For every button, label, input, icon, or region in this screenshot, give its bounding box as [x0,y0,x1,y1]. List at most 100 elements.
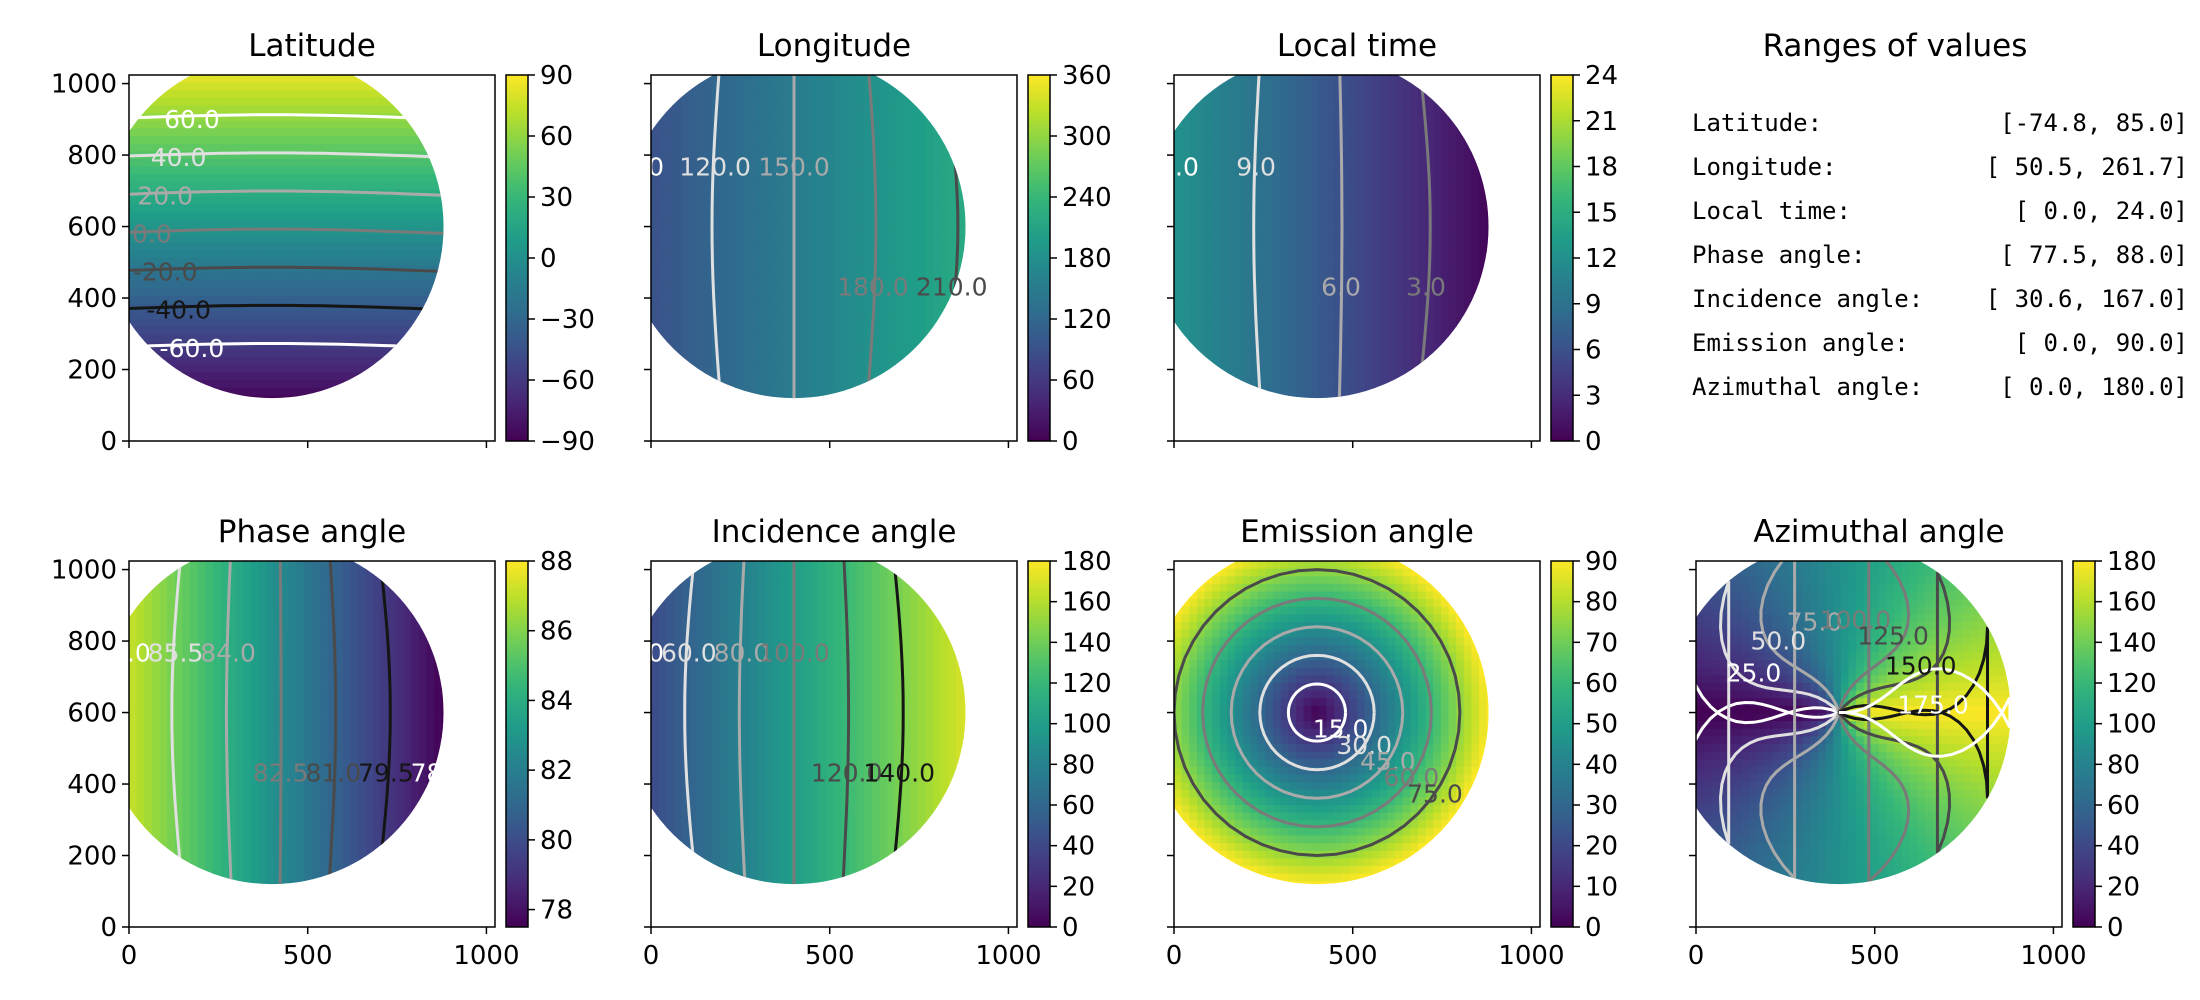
contour-label: 125.0 [1857,621,1929,650]
colorbar-tick-label: 160 [1062,588,1112,618]
colorbar-tick-label: −30 [540,305,595,335]
y-tick-label: 1000 [51,70,117,100]
contour-label: 180.0 [837,273,909,302]
colorbar-tick-label: 21 [1585,107,1618,137]
colorbar [505,74,529,442]
colorbar [1027,560,1051,928]
ranges-panel: Ranges of values Latitude: [-74.8, 85.0]L… [1692,28,2188,401]
colorbar-tick-label: 15 [1585,198,1618,228]
colorbar-tick-label: 6 [1585,336,1602,366]
contour-label: 120.0 [811,759,883,788]
contour-label: 175.0 [1897,690,1969,719]
contour-label: 3.0 [1406,273,1446,302]
colorbar-tick-label: 12 [1585,244,1618,274]
axes-frame [650,560,1018,928]
colorbar [2072,560,2096,928]
colorbar-tick-label: 9 [1585,290,1602,320]
x-tick-label: 500 [1328,941,1378,971]
contour-label: 80.0 [714,639,770,668]
panels: Latitude60.040.020.00.0-20.0-40.0-60.002… [51,28,2157,971]
colorbar-tick-label: −60 [540,366,595,396]
contour-line [1201,596,1433,829]
contour-label: -40.0 [146,296,211,325]
colorbar-tick-label: 80 [2107,750,2140,780]
colorbar-tick-label: 84 [540,686,573,716]
contour-label: 25.0 [1726,659,1782,688]
contour-label: -20.0 [133,258,198,287]
x-tick-label: 0 [1688,941,1705,971]
contour-line [1258,653,1376,772]
ranges-rows: Latitude: [-74.8, 85.0] Longitude: [ 50.5, … [1692,109,2188,401]
colorbar-tick-label: 80 [1585,588,1618,618]
colorbar-tick-label: 120 [1062,669,1112,699]
disc [1174,75,1489,399]
x-tick-label: 1000 [453,941,519,971]
contour-label: 15.0 [1313,715,1369,744]
image-area: 90.0 120.0 150.0 180.0 210.0 [651,75,987,399]
panel-title: Latitude [248,28,376,64]
contour-label: 60.0 [1384,763,1440,792]
panel-incidence-angle: Incidence angle40.060.080.0100.0120.0140… [643,514,1112,971]
contour-line [129,227,444,235]
contour-label: 84.0 [200,639,256,668]
disc [651,561,966,885]
y-tick-label: 400 [67,770,117,800]
ranges-row-value: [ 30.6, 167.0] [1986,285,2188,313]
contour-line [1337,75,1344,399]
contour-line [1417,75,1432,399]
ranges-row-value: [ 0.0, 180.0] [2000,373,2188,401]
contour-line [129,342,444,350]
contour-label: 0.0 [132,219,172,248]
contour-line [1718,580,1841,845]
panel-title: Phase angle [218,514,406,550]
contour-label: 78.0 [411,759,467,788]
colorbar-tick-label: 120 [2107,669,2157,699]
ranges-title: Ranges of values [1763,28,2028,64]
contour-label: 9.0 [1236,153,1276,182]
colorbar-tick-label: 20 [1585,832,1618,862]
contour-line [866,75,878,399]
contour-label: 87.0 [95,639,151,668]
colorbar-tick-label: 0 [1585,427,1602,457]
panel-local-time: Local time 12.0 9.0 6.0 3.0 24 21 18 15 12 9 6 3 0 [1167,28,1618,457]
contour-line [129,265,444,273]
contour-label: 6.0 [1321,273,1361,302]
colorbar-tick-label: 10 [1585,872,1618,902]
x-tick-label: 0 [1166,941,1183,971]
colorbar-tick-label: 82 [540,756,573,786]
colorbar-tick-label: −90 [540,427,595,457]
ranges-row-value: [ 0.0, 24.0] [2015,197,2188,225]
colorbar-tick-label: 88 [540,547,573,577]
contour-line [1759,561,1841,883]
contour-line [1252,75,1262,399]
contour-label: 20.0 [137,181,193,210]
y-tick-label: 200 [67,356,117,386]
contour-label: 120.0 [679,153,751,182]
y-tick-label: 800 [67,141,117,171]
contour-line [327,561,338,885]
colorbar-tick-label: 40 [1585,750,1618,780]
contour-label: 150.0 [1885,651,1957,680]
colorbar-tick-label: 180 [2107,547,2157,577]
x-tick-label: 500 [1850,941,1900,971]
colorbar [1027,74,1051,442]
colorbar [505,560,529,928]
y-tick-label: 0 [100,913,117,943]
colorbar-tick-label: 30 [1585,791,1618,821]
panel-title: Longitude [757,28,911,64]
ranges-row-label: Phase angle: [1692,241,1865,269]
contour-line [1286,682,1348,743]
contour-label: 100.0 [758,639,830,668]
colorbar-tick-label: 60 [1062,791,1095,821]
axes-frame [1695,560,2063,928]
colorbar-tick-label: 78 [540,896,573,926]
contour-label: 100.0 [1820,606,1892,635]
x-tick-label: 1000 [975,941,1041,971]
contour-label: 81.0 [305,759,361,788]
axes-frame [128,560,496,928]
y-tick-label: 600 [67,213,117,243]
contour-line [710,75,722,399]
colorbar-tick-label: 90 [540,61,573,91]
